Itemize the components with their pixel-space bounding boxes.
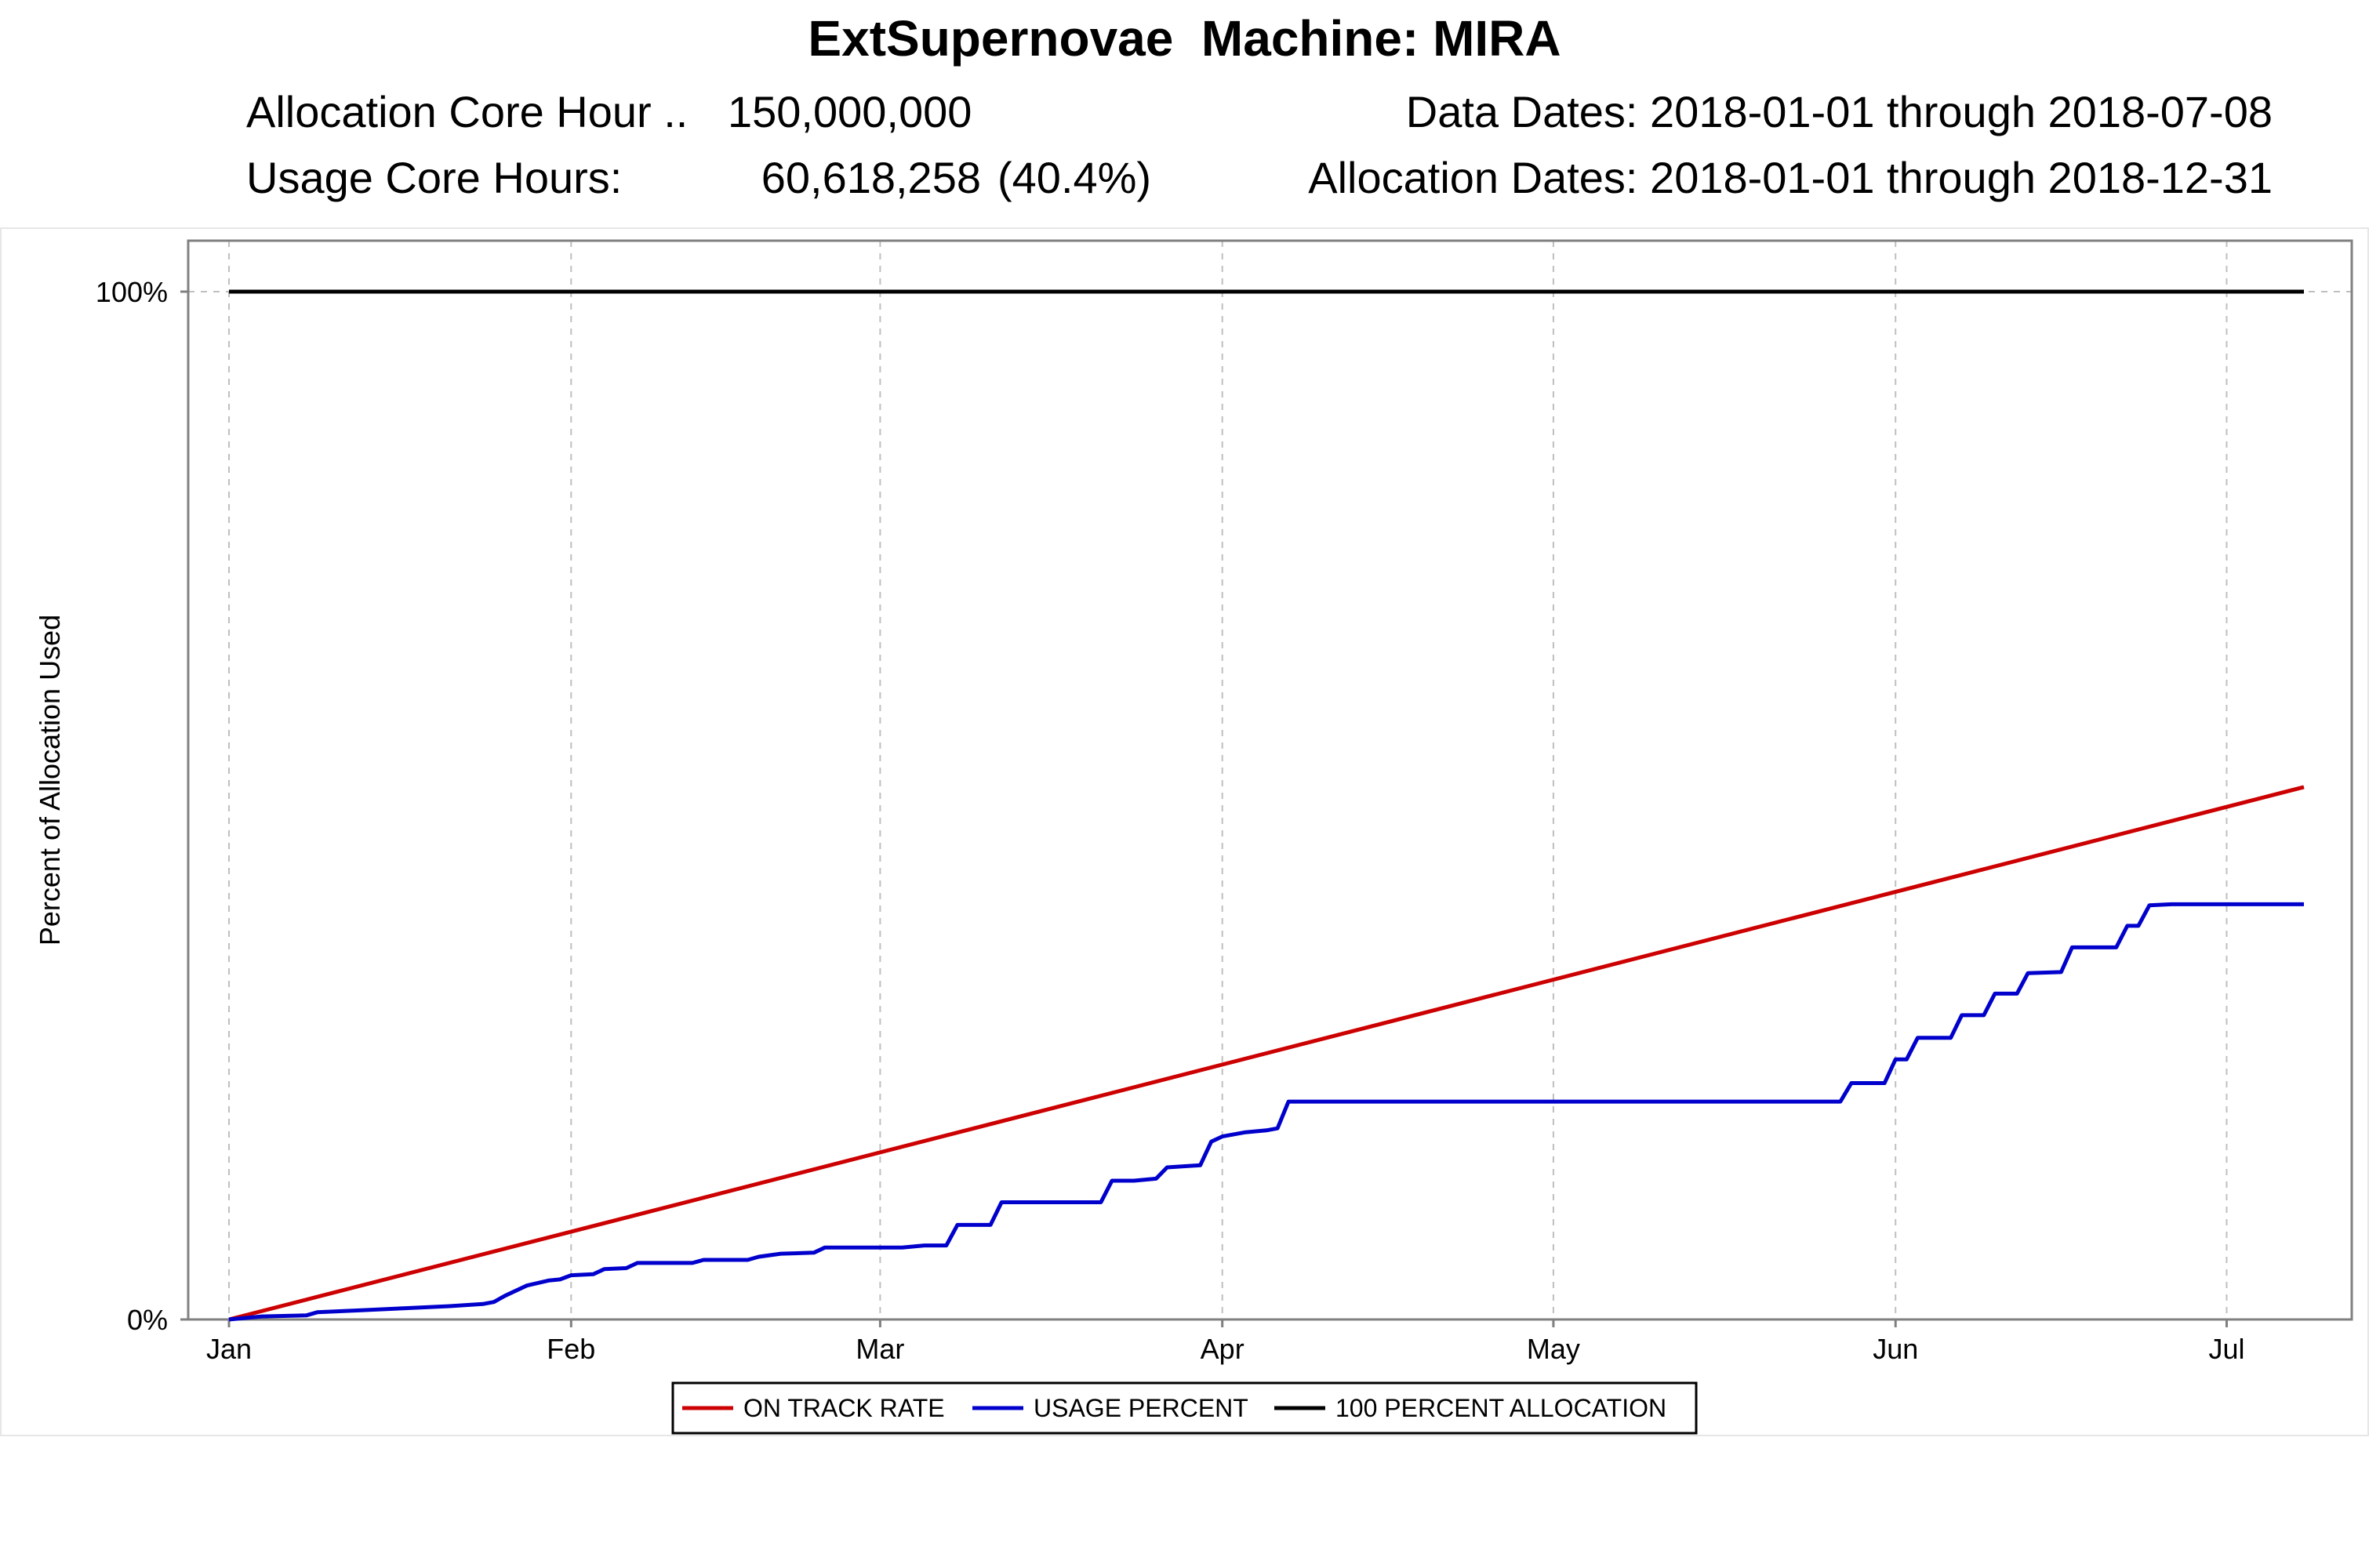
usage-value: 60,618,258 <box>761 153 981 202</box>
allocation-dates: Allocation Dates: 2018-01-01 through 201… <box>1308 153 2273 202</box>
legend: ON TRACK RATE USAGE PERCENT 100 PERCENT … <box>671 1381 1698 1435</box>
usage-label: Usage Core Hours: <box>246 153 623 202</box>
legend-label-allocation: 100 PERCENT ALLOCATION <box>1335 1394 1666 1422</box>
y-tick-label: 100% <box>96 276 168 308</box>
allocation-value: 150,000,000 <box>728 87 972 136</box>
report-header: ExtSupernovae Machine: MIRA Allocation C… <box>0 0 2369 227</box>
usage-percent: (40.4%) <box>997 153 1152 202</box>
y-axis-ticks: 0% 100% <box>96 276 188 1336</box>
y-axis-label: Percent of Allocation Used <box>34 615 66 946</box>
x-tick-label: Feb <box>547 1333 595 1365</box>
x-tick-label: May <box>1527 1333 1580 1365</box>
y-tick-label: 0% <box>127 1304 168 1336</box>
x-tick-label: Jun <box>1873 1333 1918 1365</box>
on-track-rate-line <box>228 785 2305 1322</box>
data-dates: Data Dates: 2018-01-01 through 2018-07-0… <box>1405 87 2273 136</box>
x-tick-label: Apr <box>1201 1333 1244 1365</box>
plot-area-border <box>187 239 2353 1321</box>
x-tick-label: Jul <box>2208 1333 2244 1365</box>
x-axis-ticks: Jan Feb Mar Apr May Jun Jul <box>206 1319 2244 1365</box>
x-tick-label: Jan <box>206 1333 252 1365</box>
legend-label-usage: USAGE PERCENT <box>1034 1394 1248 1422</box>
chart-frame <box>0 227 2369 1436</box>
grid-lines <box>188 241 2352 1320</box>
x-tick-label: Mar <box>856 1333 904 1365</box>
legend-label-on-track: ON TRACK RATE <box>743 1394 945 1422</box>
legend-box <box>671 1381 1698 1435</box>
usage-percent-line <box>228 902 2304 1322</box>
series-lines <box>228 289 2305 1322</box>
allocation-label: Allocation Core Hour .. <box>246 87 689 136</box>
chart-title: ExtSupernovae Machine: MIRA <box>808 10 1561 67</box>
